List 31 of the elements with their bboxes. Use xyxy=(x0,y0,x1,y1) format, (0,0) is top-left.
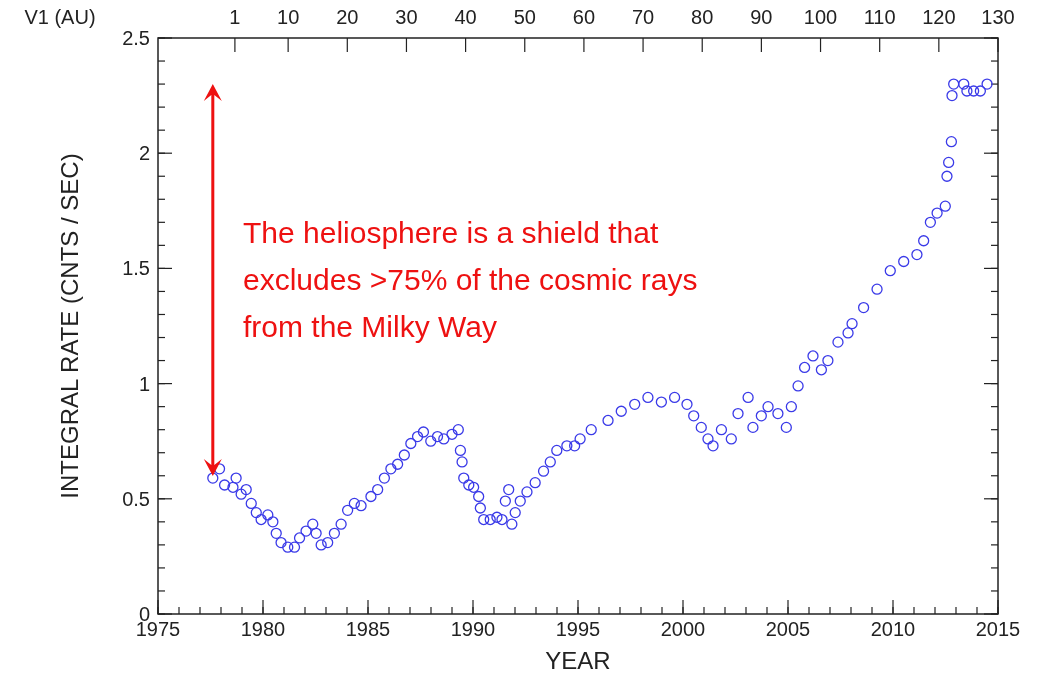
x2-tick-label: 100 xyxy=(803,6,838,28)
x2-tick-label: 110 xyxy=(863,6,896,28)
y-tick-label: 0.5 xyxy=(122,487,150,510)
x-tick-label: 1995 xyxy=(555,618,601,640)
x-tick-label: 2000 xyxy=(660,618,706,640)
annotation: The heliosphere is a shield that excludes >75% of the cosmic rays from the Milky Way xyxy=(243,216,698,343)
x-tick-label: 1990 xyxy=(450,618,496,640)
x2-tick-label: 60 xyxy=(572,6,596,28)
x2-tick-label: 1 xyxy=(229,6,241,28)
y-axis-title: INTEGRAL RATE (CNTS / SEC) xyxy=(56,153,83,499)
x2-tick-label: 40 xyxy=(454,6,477,28)
x-tick-label: 2015 xyxy=(975,618,1021,640)
x-tick-label: 2005 xyxy=(765,618,811,640)
y-tick-label: 2.5 xyxy=(122,27,150,49)
y-tick-label: 2 xyxy=(138,142,150,165)
x-tick-label: 1985 xyxy=(345,618,391,640)
x2-tick-label: 90 xyxy=(750,6,773,28)
x2-tick-label: 50 xyxy=(513,6,536,28)
x2-axis-title: V1 (AU) xyxy=(24,6,96,28)
x2-tick-label: 130 xyxy=(981,6,1015,28)
x-tick-label: 1980 xyxy=(240,618,286,640)
x2-tick-label: 120 xyxy=(922,6,956,28)
x2-tick-label: 10 xyxy=(277,6,300,28)
x2-tick-label: 70 xyxy=(631,6,655,28)
x2-tick-label: 30 xyxy=(395,6,418,28)
y-tick-label: 1 xyxy=(138,372,150,395)
x2-tick-label: 20 xyxy=(336,6,359,28)
x-axis-title: YEAR xyxy=(545,647,611,674)
x-tick-label: 2010 xyxy=(870,618,916,640)
y-tick-label: 1.5 xyxy=(122,257,150,280)
x2-tick-label: 80 xyxy=(691,6,714,28)
